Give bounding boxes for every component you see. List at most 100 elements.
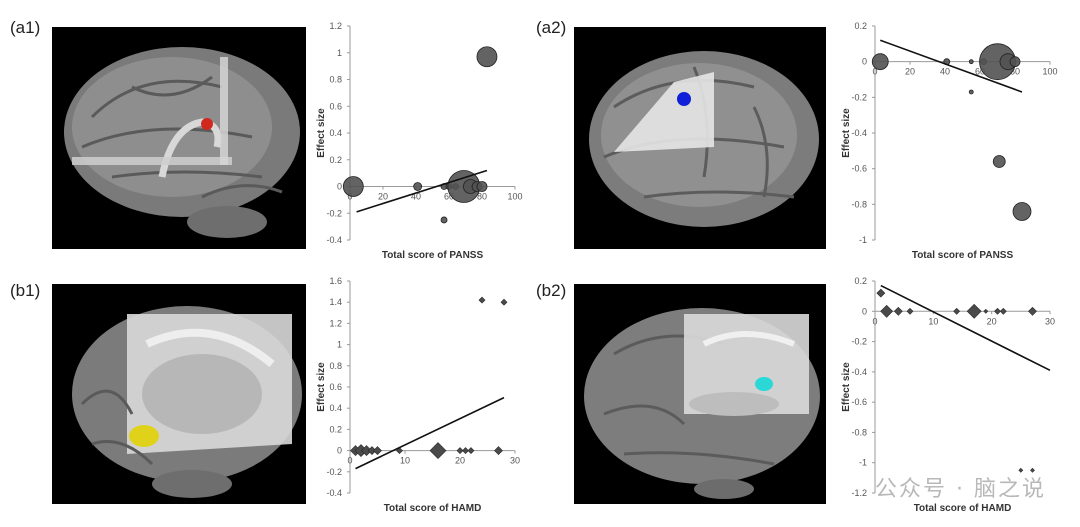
chart-b2: -1.2 -1 -0.8 -0.6 -0.4 -0.2 0 0.2 0 10 20 30 Effect … [830,275,1070,515]
trendline [880,284,1051,372]
highlight-region-b1 [129,425,159,447]
y-tick-label: -0.2 [851,337,867,347]
y-tick-label: -0.4 [851,367,867,377]
brain-render-a1 [64,47,300,238]
y-tick-label: -0.6 [851,397,867,407]
panel-label-a2: (a2) [536,18,567,37]
data-point [373,446,382,456]
x-tick-label: 10 [400,456,410,466]
y-tick-label: 0.2 [329,424,342,434]
brain-render-a2 [589,51,819,227]
highlight-region-a2 [677,92,691,106]
y-tick-label: 1 [337,340,342,350]
x-tick-label: 10 [928,316,938,326]
y-tick-label: 0.6 [329,101,342,111]
data-point [992,155,1006,168]
y-tick-label: -1 [859,458,867,468]
chart-a2: -1 -0.8 -0.6 -0.4 -0.2 0 0.2 0 20 40 60 80 100 Effect… [830,20,1070,261]
data-point [429,442,447,460]
y-tick-label: 1.2 [329,21,342,31]
x-tick-label: 40 [411,192,421,202]
y-tick-label: 0.6 [329,382,342,392]
x-tick-label: 0 [872,67,877,77]
x-tick-label: 30 [1045,316,1055,326]
data-point [342,176,364,197]
y-tick-label: 0.2 [854,21,867,31]
chart-svg-b1: -0.4 -0.2 0 0.2 0.4 0.6 0.8 1 1.2 1.4 1.6 0 10 20 30 Ef… [316,276,520,514]
data-point [476,46,498,68]
y-tick-label: -0.8 [851,199,867,209]
y-tick-label: -0.8 [851,427,867,437]
y-axis-title: Effect size [841,362,852,412]
data-point [413,182,423,191]
chart-svg-a2: -1 -0.8 -0.6 -0.4 -0.2 0 0.2 0 20 40 60 80 100 Effect… [841,21,1058,261]
trendline [355,396,505,470]
y-tick-label: 0 [337,446,342,456]
x-tick-label: 80 [477,192,487,202]
data-point [440,216,448,224]
panel-label-a1: (a1) [10,18,41,37]
y-tick-label: -0.2 [326,467,342,477]
data-point [994,307,1001,315]
y-tick-label: -0.4 [326,235,342,245]
data-point [467,447,475,455]
data-point [906,307,914,315]
data-point [500,298,508,306]
x-tick-label: 100 [507,192,522,202]
data-point [966,303,982,319]
panel-label-b1: (b1) [10,281,41,300]
y-tick-label: -1 [859,235,867,245]
data-point [876,288,886,298]
y-tick-label: 0.8 [329,361,342,371]
chart-svg-b2: -1.2 -1 -0.8 -0.6 -0.4 -0.2 0 0.2 0 10 20 30 Effect … [841,276,1055,514]
y-tick-label: 0.4 [329,403,342,413]
x-tick-label: 0 [347,456,352,466]
y-tick-label: -1.2 [851,488,867,498]
chart-b1: -0.4 -0.2 0 0.2 0.4 0.6 0.8 1 1.2 1.4 1.6 0 10 20 30 Ef… [310,275,530,515]
x-tick-label: 60 [975,67,985,77]
chart-a1: -0.4 -0.2 0 0.2 0.4 0.6 0.8 1 1.2 0 20 40 60 80 100 Eff… [310,20,530,261]
data-point [478,296,486,304]
y-tick-label: -0.6 [851,164,867,174]
y-tick-label: 0.2 [329,155,342,165]
y-tick-label: -0.4 [326,488,342,498]
x-tick-label: 0 [872,316,877,326]
highlight-region-a1 [201,118,213,130]
y-tick-label: 0.2 [854,276,867,286]
data-point [1030,467,1035,473]
x-axis-title: Total score of PANSS [912,250,1014,261]
brain-image-a2 [574,27,826,249]
y-tick-label: 1.4 [329,297,342,307]
data-point [999,307,1007,315]
y-tick-label: 0 [862,57,867,67]
x-tick-label: 0 [347,192,352,202]
y-axis-title: Effect size [841,108,852,158]
x-tick-label: 20 [905,67,915,77]
x-axis-title: Total score of HAMD [384,503,482,514]
y-axis-title: Effect size [316,362,327,412]
data-point [462,447,469,455]
y-axis-title: Effect size [316,108,327,158]
watermark-text: 公众号 · 脑之说 [875,477,1046,502]
x-tick-label: 20 [378,192,388,202]
y-tick-label: 0 [862,306,867,316]
brain-image-a1 [52,27,306,249]
x-tick-label: 20 [987,316,997,326]
trendline [356,169,488,213]
trendline [879,39,1023,93]
brain-render-b2 [584,308,820,499]
y-tick-label: 0 [337,182,342,192]
y-tick-label: 1 [337,48,342,58]
x-tick-label: 20 [455,456,465,466]
y-tick-label: -0.2 [326,208,342,218]
data-point [893,306,903,316]
y-tick-label: 1.2 [329,318,342,328]
panel-label-b2: (b2) [536,281,567,300]
brain-image-b2 [574,284,826,504]
data-point [1018,467,1024,473]
x-tick-label: 30 [510,456,520,466]
highlight-region-b2 [755,377,773,391]
x-axis-title: Total score of PANSS [382,250,484,261]
data-point [456,447,464,455]
x-tick-label: 40 [940,67,950,77]
